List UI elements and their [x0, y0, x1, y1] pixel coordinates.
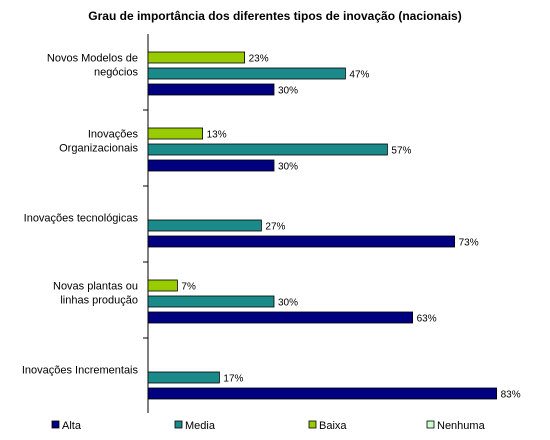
bar-media [147, 143, 388, 156]
data-label: 13% [207, 130, 227, 141]
data-label: 7% [181, 282, 196, 293]
bar-media [147, 295, 275, 308]
legend-label-nenhuma: Nenhuma [437, 420, 486, 432]
legend-label-alta: Alta [62, 420, 82, 432]
bar-alta [147, 83, 275, 96]
bar-baixa [147, 279, 178, 292]
bar-media [147, 219, 262, 232]
legend-swatch-baixa [308, 420, 317, 429]
category-ticks [143, 109, 148, 339]
category-label: Organizacionais [59, 143, 138, 155]
bar-media [147, 67, 346, 80]
category-label: Inovações [88, 129, 139, 141]
category-label: negócios [94, 67, 139, 79]
bars: 23% 47% 30% 13% 57% 30% 27% 73% 7% 30% 63% 17% 83% [147, 51, 521, 401]
data-label: 30% [278, 162, 298, 173]
data-label: 63% [417, 314, 437, 325]
bar-alta [147, 311, 414, 324]
data-label: 30% [278, 298, 298, 309]
data-label: 47% [349, 70, 369, 81]
data-label: 83% [501, 390, 521, 401]
legend-swatch-media [174, 420, 183, 429]
legend-swatch-alta [51, 420, 60, 429]
legend: Alta Media Baixa Nenhuma [51, 420, 486, 432]
category-labels: Novos Modelos de negócios Inovações Organiz… [22, 53, 139, 377]
data-label: 23% [249, 54, 269, 65]
legend-label-baixa: Baixa [319, 420, 347, 432]
bar-baixa [147, 127, 203, 140]
bar-baixa [147, 51, 245, 64]
bar-alta [147, 235, 456, 248]
bar-alta [147, 387, 498, 400]
category-label: Inovações tecnológicas [24, 213, 139, 225]
data-label: 17% [223, 374, 243, 385]
data-label: 57% [391, 146, 411, 157]
legend-swatch-nenhuma [426, 420, 435, 429]
category-label: linhas produção [60, 295, 138, 307]
bar-media [147, 371, 220, 384]
legend-label-media: Media [185, 420, 216, 432]
data-label: 73% [459, 238, 479, 249]
category-label: Inovações Incrementais [22, 365, 139, 377]
category-label: Novas plantas ou [53, 281, 138, 293]
data-label: 30% [278, 86, 298, 97]
data-label: 27% [265, 222, 285, 233]
category-label: Novos Modelos de [47, 53, 138, 65]
chart-title: Grau de importância dos diferentes tipos… [88, 9, 461, 23]
bar-alta [147, 159, 275, 172]
